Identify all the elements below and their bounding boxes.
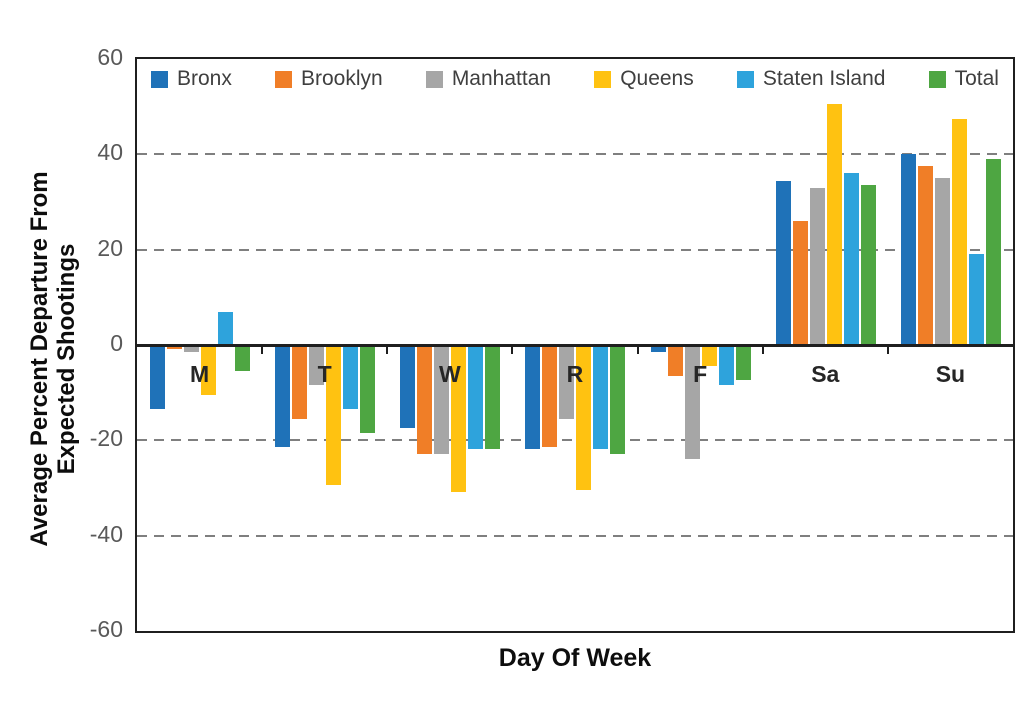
y-tick-label--60: -60 [89,616,123,642]
gridline--40 [137,535,1013,537]
bar-F-bronx [650,347,666,352]
category-group-T: T [262,59,389,631]
legend-item-staten-island: Staten Island [736,67,886,91]
category-group-R: R [512,59,639,631]
category-group-F: F [638,59,764,631]
legend-item-total: Total [928,67,999,91]
legend-swatch-icon [151,70,168,88]
x-axis-label-T: T [317,361,332,387]
y-tick-label-20: 20 [97,235,123,261]
category-group-W: W [387,59,514,631]
legend-swatch-icon [594,70,612,88]
legend-label: Bronx [177,67,232,90]
bar-F-brooklyn [667,347,683,376]
bar-Sa-bronx [775,181,791,345]
plot-area: M T W R F Sa Su Bronx Brooklyn Manhattan Queens St… [135,57,1015,633]
bar-W-staten-island [468,347,484,449]
x-axis-label-W: W [438,361,461,387]
category-axis-tick [636,345,639,354]
gridline--20 [137,439,1013,441]
bar-M-bronx [150,347,165,409]
bar-Su-queens [951,119,967,345]
bar-W-bronx [400,347,416,428]
bar-W-brooklyn [417,347,433,454]
bar-Su-total [985,159,1001,345]
legend-label: Total [954,67,999,90]
category-group-Sa: Sa [763,59,889,631]
category-axis-tick [886,345,889,354]
legend-swatch-icon [425,70,443,88]
bar-Su-bronx [900,154,916,345]
bar-W-total [485,347,501,449]
bar-R-queens [576,347,592,490]
legend-label: Staten Island [762,67,886,90]
bar-Sa-brooklyn [792,221,808,345]
y-tick-label--40: -40 [89,521,123,547]
bar-F-manhattan [684,347,700,459]
category-group-Su: Su [888,59,1013,631]
bar-R-brooklyn [542,347,558,447]
x-axis-title: Day Of Week [498,644,652,672]
category-axis-tick [761,345,764,354]
bar-Sa-manhattan [809,188,825,345]
bars-layer: M T W R F Sa Su [137,59,1013,631]
chart-legend: Bronx Brooklyn Manhattan Queens Staten Islan… [137,67,1013,91]
bar-R-total [610,347,626,454]
y-tick-label-0: 0 [110,330,123,356]
bar-T-brooklyn [292,347,308,419]
legend-label: Queens [620,67,694,90]
bar-T-staten-island [343,347,359,409]
legend-item-brooklyn: Brooklyn [274,67,383,91]
gridline-20 [137,249,1013,251]
bar-Su-manhattan [934,178,950,345]
bar-M-total [235,347,250,371]
bar-T-total [360,347,376,433]
gridline-40 [137,153,1013,155]
bar-M-queens [201,347,216,395]
category-axis-tick [261,345,264,354]
legend-label: Manhattan [451,67,552,90]
legend-item-queens: Queens [594,67,694,91]
y-tick-label--20: -20 [89,425,123,451]
bar-W-queens [451,347,467,492]
category-axis-tick [386,345,389,354]
bar-T-bronx [275,347,291,447]
zero-axis-line [137,344,1013,347]
bar-M-staten-island [218,312,233,345]
legend-label: Brooklyn [300,67,383,90]
y-tick-label-60: 60 [97,44,123,70]
category-group-M: M [137,59,264,631]
bar-W-manhattan [434,347,450,454]
legend-item-bronx: Bronx [151,67,232,91]
bar-Su-staten-island [968,254,984,345]
bar-Sa-total [860,185,876,345]
bar-R-bronx [525,347,541,449]
bar-T-queens [326,347,342,485]
legend-swatch-icon [736,70,754,88]
legend-item-manhattan: Manhattan [425,67,552,91]
bar-T-manhattan [309,347,325,385]
bar-F-staten-island [718,347,734,385]
legend-swatch-icon [274,70,292,88]
x-axis-label-Su: Su [935,361,966,387]
bar-Sa-queens [826,104,842,345]
bar-M-manhattan [184,347,199,352]
category-axis-tick [511,345,514,354]
bar-F-total [735,347,751,380]
legend-swatch-icon [928,70,946,88]
x-axis-label-R: R [566,361,584,387]
bar-M-brooklyn [167,347,182,349]
bar-R-staten-island [593,347,609,449]
bar-R-manhattan [559,347,575,419]
x-axis-label-Sa: Sa [811,361,840,387]
y-tick-label-40: 40 [97,139,123,165]
y-axis-title-line1: Average Percent Departure From [26,171,53,547]
bar-Sa-staten-island [843,173,859,345]
bar-F-queens [701,347,717,366]
bar-Su-brooklyn [917,166,933,345]
x-axis-label-F: F [693,361,708,387]
x-axis-label-M: M [189,361,210,387]
